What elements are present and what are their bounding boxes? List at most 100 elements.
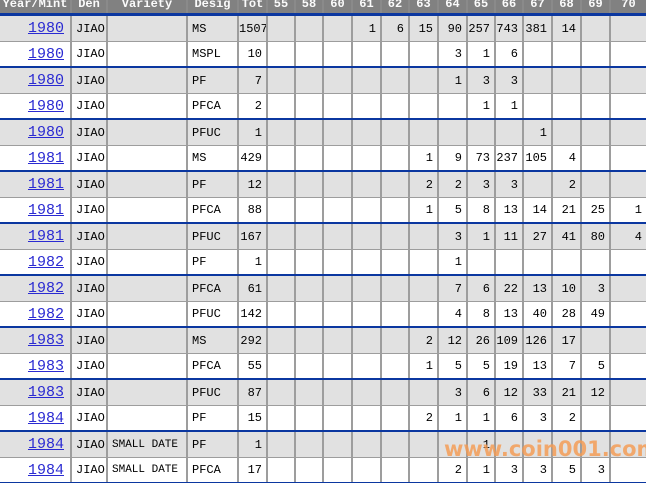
year-cell: 1982 bbox=[0, 275, 72, 302]
year-link[interactable]: 1981 bbox=[27, 228, 64, 245]
grade-cell-69 bbox=[581, 41, 611, 68]
grade-cell-70 bbox=[610, 275, 646, 302]
total-cell: 142 bbox=[238, 301, 268, 328]
grade-cell-63 bbox=[409, 119, 439, 146]
grade-cell-58 bbox=[295, 249, 324, 276]
column-header-61: 61 bbox=[352, 0, 382, 16]
grade-cell-60 bbox=[323, 171, 353, 198]
year-link[interactable]: 1980 bbox=[27, 20, 64, 37]
grade-cell-64: 5 bbox=[438, 197, 468, 224]
grade-cell-63 bbox=[409, 275, 439, 302]
grade-cell-64: 9 bbox=[438, 145, 468, 172]
grade-cell-61 bbox=[352, 93, 382, 120]
desig-cell: PF bbox=[187, 171, 239, 198]
den-cell: JIAO bbox=[71, 249, 108, 276]
grade-cell-64: 1 bbox=[438, 249, 468, 276]
grade-cell-63: 15 bbox=[409, 14, 439, 42]
grade-cell-55 bbox=[267, 431, 296, 458]
grade-cell-64: 2 bbox=[438, 457, 468, 483]
year-link[interactable]: 1980 bbox=[27, 45, 64, 63]
den-cell: JIAO bbox=[71, 457, 108, 483]
grade-cell-64: 3 bbox=[438, 223, 468, 250]
den-cell: JIAO bbox=[71, 327, 108, 354]
grade-cell-55 bbox=[267, 353, 296, 380]
desig-cell: PFUC bbox=[187, 119, 239, 146]
total-cell: 55 bbox=[238, 353, 268, 380]
variety-cell bbox=[107, 119, 188, 146]
column-header-clip: Year/Mint bbox=[0, 0, 69, 12]
grade-cell-60 bbox=[323, 249, 353, 276]
grade-cell-70 bbox=[610, 301, 646, 328]
grade-cell-67 bbox=[523, 41, 553, 68]
grade-cell-62 bbox=[381, 67, 410, 94]
year-link[interactable]: 1981 bbox=[27, 149, 64, 167]
column-header-label: Den bbox=[78, 0, 100, 11]
year-link[interactable]: 1981 bbox=[27, 176, 64, 193]
total-cell: 88 bbox=[238, 197, 268, 224]
grade-cell-69 bbox=[581, 327, 611, 354]
column-header-58: 58 bbox=[295, 0, 324, 16]
grade-cell-62 bbox=[381, 327, 410, 354]
grade-cell-61 bbox=[352, 119, 382, 146]
grade-cell-61 bbox=[352, 457, 382, 483]
grade-cell-65: 6 bbox=[467, 379, 496, 406]
table-row: 1980 JIAO PFCA 2 1 1 bbox=[0, 93, 646, 120]
year-link[interactable]: 1984 bbox=[27, 461, 64, 479]
grade-cell-60 bbox=[323, 379, 353, 406]
year-cell: 1980 bbox=[0, 41, 72, 68]
year-link[interactable]: 1983 bbox=[27, 357, 64, 375]
year-link[interactable]: 1980 bbox=[27, 97, 64, 115]
year-link[interactable]: 1980 bbox=[27, 72, 64, 89]
variety-cell bbox=[107, 145, 188, 172]
year-link[interactable]: 1981 bbox=[27, 201, 64, 219]
grade-cell-60 bbox=[323, 301, 353, 328]
grade-cell-60 bbox=[323, 353, 353, 380]
grade-cell-69 bbox=[581, 67, 611, 94]
grade-cell-61 bbox=[352, 249, 382, 276]
year-link[interactable]: 1984 bbox=[27, 409, 64, 427]
grade-cell-63 bbox=[409, 379, 439, 406]
table-row: 1983 JIAO PFUC 87 3 6 12 33 21 12 bbox=[0, 379, 646, 406]
year-link[interactable]: 1982 bbox=[27, 280, 64, 297]
grade-cell-69 bbox=[581, 431, 611, 458]
column-header-label: 68 bbox=[559, 0, 574, 11]
grade-cell-64: 1 bbox=[438, 67, 468, 94]
grade-cell-61 bbox=[352, 327, 382, 354]
grade-cell-70 bbox=[610, 353, 646, 380]
grade-cell-64 bbox=[438, 431, 468, 458]
column-header-tot: Tot bbox=[238, 0, 268, 16]
grade-cell-65: 26 bbox=[467, 327, 496, 354]
grade-cell-65: 6 bbox=[467, 275, 496, 302]
year-link[interactable]: 1982 bbox=[27, 253, 64, 271]
column-header-60: 60 bbox=[323, 0, 353, 16]
total-cell: 429 bbox=[238, 145, 268, 172]
table-row: 1981 JIAO PFUC 167 3 1 11 27 41 80 4 bbox=[0, 223, 646, 250]
variety-cell bbox=[107, 405, 188, 432]
grade-cell-58 bbox=[295, 301, 324, 328]
grade-cell-69: 25 bbox=[581, 197, 611, 224]
grade-cell-62 bbox=[381, 93, 410, 120]
grade-cell-55 bbox=[267, 223, 296, 250]
variety-cell bbox=[107, 353, 188, 380]
year-link[interactable]: 1982 bbox=[27, 305, 64, 323]
year-link[interactable]: 1983 bbox=[27, 332, 64, 349]
grade-cell-58 bbox=[295, 67, 324, 94]
desig-cell: PF bbox=[187, 431, 239, 458]
year-link[interactable]: 1980 bbox=[27, 124, 64, 141]
column-header-clip: 63 bbox=[410, 0, 436, 12]
grade-cell-55 bbox=[267, 14, 296, 42]
grade-cell-66: 6 bbox=[495, 405, 524, 432]
year-link[interactable]: 1983 bbox=[27, 384, 64, 401]
column-header-clip: 68 bbox=[553, 0, 579, 12]
grade-cell-61 bbox=[352, 67, 382, 94]
column-header-label: 63 bbox=[416, 0, 431, 11]
total-cell: 2 bbox=[238, 93, 268, 120]
grade-cell-60 bbox=[323, 41, 353, 68]
grade-cell-66: 3 bbox=[495, 457, 524, 483]
grade-cell-55 bbox=[267, 249, 296, 276]
year-link[interactable]: 1984 bbox=[27, 436, 64, 453]
grade-cell-55 bbox=[267, 119, 296, 146]
table-row: 1980 JIAO MSPL 10 3 1 6 bbox=[0, 41, 646, 68]
table-row: 1984 JIAO SMALL DATE PFCA 17 2 1 3 3 5 3 bbox=[0, 457, 646, 483]
grade-cell-60 bbox=[323, 275, 353, 302]
